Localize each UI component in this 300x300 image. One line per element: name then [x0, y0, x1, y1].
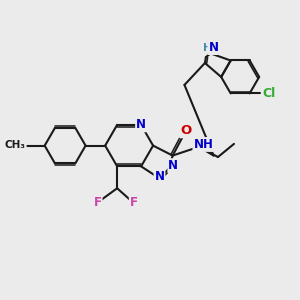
- Text: N: N: [154, 169, 164, 182]
- Text: F: F: [130, 196, 138, 209]
- Text: NH: NH: [194, 138, 213, 151]
- Text: N: N: [136, 118, 146, 131]
- Text: F: F: [94, 196, 102, 209]
- Text: H: H: [202, 43, 211, 53]
- Text: CH₃: CH₃: [5, 140, 26, 150]
- Text: N: N: [168, 159, 178, 172]
- Text: O: O: [180, 124, 191, 137]
- Text: Cl: Cl: [262, 87, 275, 100]
- Text: N: N: [208, 41, 218, 54]
